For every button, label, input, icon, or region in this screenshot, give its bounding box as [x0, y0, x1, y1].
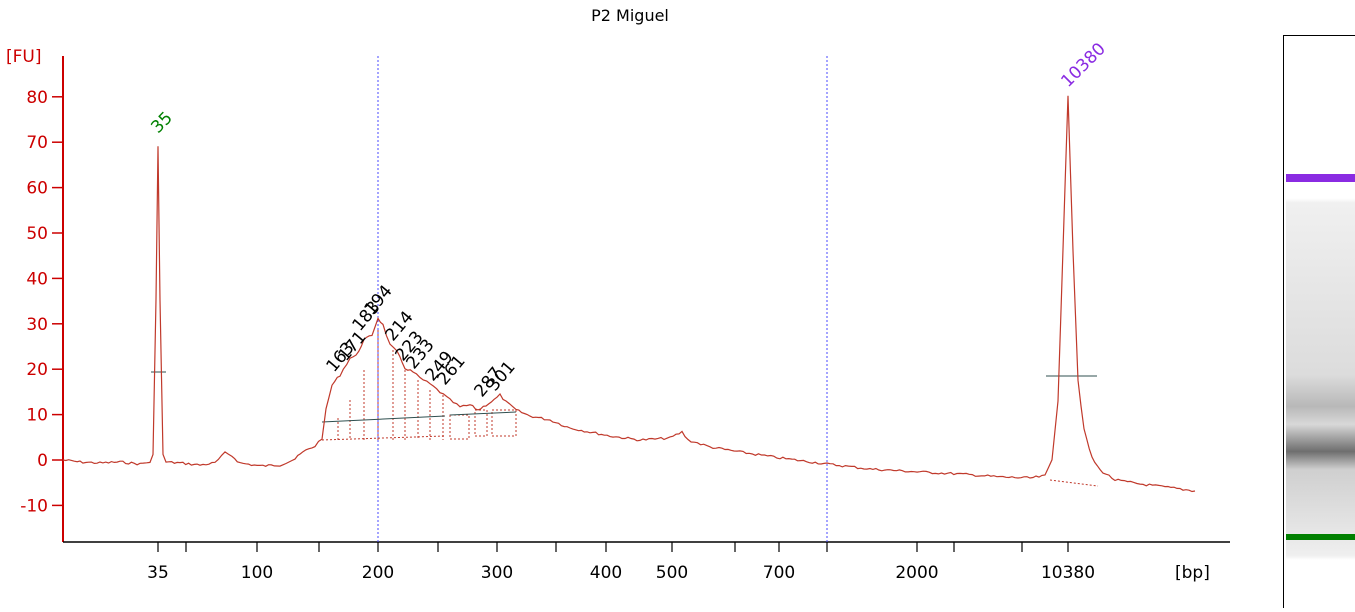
y-tick-label: 0 [37, 451, 48, 471]
x-axis-label: [bp] [1175, 563, 1210, 583]
y-tick-label: 10 [26, 406, 48, 426]
peak-partitions [321, 330, 1099, 487]
y-tick-label: 30 [26, 315, 48, 335]
x-tick-label: 2000 [895, 563, 938, 583]
gel-lane-image [1283, 35, 1355, 608]
x-tick-label: 200 [362, 563, 394, 583]
trace-line [62, 95, 1196, 493]
gel-band-upper-marker [1286, 174, 1355, 182]
marker-label-low: 35 [147, 108, 176, 137]
y-tick-label: 60 [26, 179, 48, 199]
x-tick-label: 400 [590, 563, 622, 583]
y-axis-label: [FU] [6, 47, 42, 67]
x-tick-label: 500 [656, 563, 688, 583]
chart-title: P2 Miguel [591, 6, 669, 25]
y-tick-label: -10 [20, 496, 48, 516]
x-tick-label: 700 [763, 563, 795, 583]
y-tick-label: 80 [26, 88, 48, 108]
marker-label-high: 10380 [1057, 39, 1109, 91]
gel-band-lower-marker [1286, 534, 1355, 540]
y-tick-label: 40 [26, 269, 48, 289]
x-tick-label: 10380 [1041, 563, 1095, 583]
peak-baselines [151, 371, 1097, 423]
x-tick-label: 100 [241, 563, 273, 583]
x-tick-label: 300 [481, 563, 513, 583]
y-tick-label: 20 [26, 360, 48, 380]
y-tick-label: 50 [26, 224, 48, 244]
x-tick-label: 35 [147, 563, 169, 583]
y-tick-label: 70 [26, 133, 48, 153]
